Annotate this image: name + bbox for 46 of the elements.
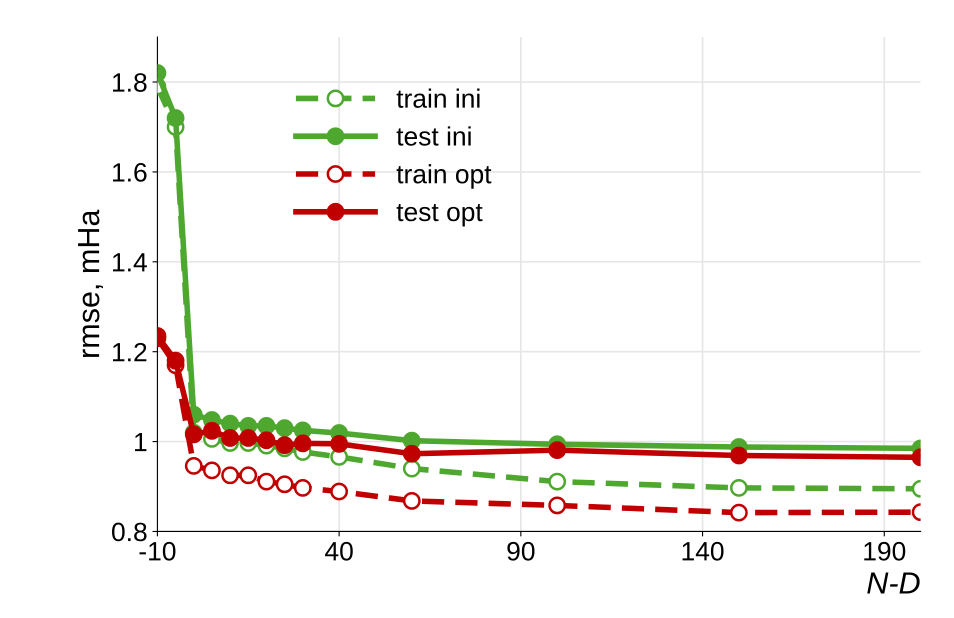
point [221,414,239,432]
point [402,444,421,463]
point [239,429,258,447]
point [548,496,566,514]
point [548,441,566,460]
point [221,466,239,484]
point [730,446,748,464]
x-tick-label: -10 [140,542,176,561]
point [730,478,748,497]
point [258,472,276,490]
point [730,504,748,522]
point [166,352,184,370]
point [258,416,276,435]
legend-label: train opt [396,164,492,189]
y-tick-label: 1.2 [113,342,146,362]
point [276,419,294,437]
y-tick-label: 1.8 [113,73,147,92]
point [330,482,348,500]
point [203,461,221,480]
point [548,472,566,490]
point [239,466,258,484]
y-tick-label: 0.8 [112,522,147,542]
x-tick-label: 90 [507,542,534,561]
x-tick-label: 140 [682,542,724,561]
point [276,436,294,454]
y-axis-title: rmse, mHa [78,210,104,357]
legend-label: train ini [396,88,480,108]
point [166,109,184,127]
point [276,475,294,494]
legend-label: test opt [396,204,483,227]
point [221,429,239,447]
y-tick-label: 1 [135,432,146,452]
point [402,492,421,510]
point [184,456,203,475]
x-axis-title: N-D [867,572,920,594]
y-tick-label: 1.6 [113,163,147,182]
point [294,434,312,452]
point [258,431,276,450]
point [330,434,348,453]
y-tick-label: 1.4 [113,253,147,272]
x-tick-label: 190 [864,542,906,561]
point [203,422,221,440]
point [294,478,312,497]
point [402,460,421,478]
x-tick-label: 40 [325,542,353,561]
legend-label: test ini [396,126,471,146]
